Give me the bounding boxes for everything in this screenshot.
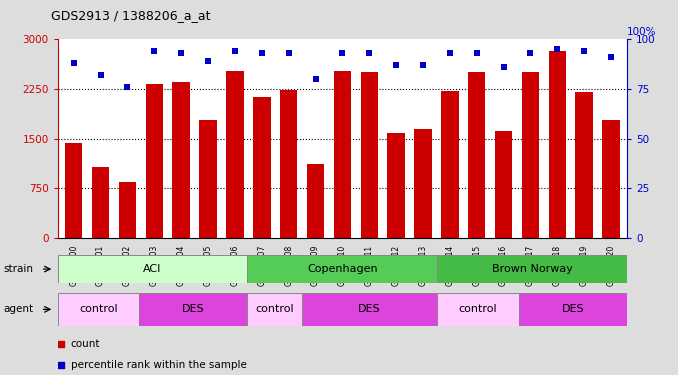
- Point: [230, 48, 241, 54]
- Bar: [247, 255, 437, 283]
- Point: [471, 50, 482, 56]
- Text: GDS2913 / 1388206_a_at: GDS2913 / 1388206_a_at: [51, 9, 210, 22]
- Point: [254, 288, 265, 294]
- Point: [444, 50, 455, 56]
- Bar: [139, 292, 247, 326]
- Bar: [172, 82, 190, 238]
- Bar: [58, 292, 139, 326]
- Bar: [441, 91, 458, 238]
- Text: Copenhagen: Copenhagen: [307, 264, 378, 274]
- Point: [391, 62, 401, 68]
- Bar: [437, 255, 627, 283]
- Bar: [468, 72, 485, 238]
- Point: [254, 104, 265, 110]
- Text: count: count: [71, 339, 100, 349]
- Point: [525, 50, 536, 56]
- Bar: [387, 133, 405, 238]
- Bar: [521, 72, 539, 238]
- Point: [283, 50, 294, 56]
- Bar: [576, 92, 593, 238]
- Point: [498, 64, 509, 70]
- Bar: [602, 120, 620, 238]
- Point: [605, 54, 616, 60]
- Text: control: control: [256, 304, 294, 314]
- Point: [418, 62, 428, 68]
- Bar: [306, 164, 324, 238]
- Text: DES: DES: [561, 304, 584, 314]
- Point: [364, 50, 375, 56]
- Point: [68, 60, 79, 66]
- Point: [149, 48, 160, 54]
- Bar: [58, 255, 247, 283]
- Text: agent: agent: [3, 304, 33, 314]
- Text: DES: DES: [182, 304, 205, 314]
- Point: [310, 76, 321, 82]
- Point: [95, 72, 106, 78]
- Text: strain: strain: [3, 264, 33, 274]
- Bar: [519, 292, 627, 326]
- Text: 100%: 100%: [627, 27, 657, 38]
- Text: percentile rank within the sample: percentile rank within the sample: [71, 360, 247, 369]
- Bar: [146, 84, 163, 238]
- Point: [552, 46, 563, 53]
- Bar: [334, 70, 351, 238]
- Bar: [92, 166, 109, 238]
- Text: ACI: ACI: [143, 264, 162, 274]
- Point: [256, 50, 267, 56]
- Point: [337, 50, 348, 56]
- Text: control: control: [459, 304, 497, 314]
- Text: Brown Norway: Brown Norway: [492, 264, 573, 274]
- Bar: [549, 51, 566, 238]
- Bar: [437, 292, 519, 326]
- Point: [176, 50, 186, 56]
- Point: [579, 48, 590, 54]
- Text: control: control: [79, 304, 117, 314]
- Text: DES: DES: [358, 304, 381, 314]
- Bar: [65, 143, 83, 238]
- Bar: [119, 182, 136, 238]
- Bar: [495, 131, 513, 238]
- Point: [203, 58, 214, 64]
- Bar: [361, 72, 378, 238]
- Bar: [247, 292, 302, 326]
- Bar: [280, 90, 298, 238]
- Bar: [302, 292, 437, 326]
- Point: [122, 84, 133, 90]
- Bar: [253, 97, 271, 238]
- Bar: [226, 71, 243, 238]
- Bar: [199, 120, 217, 238]
- Bar: [414, 129, 432, 238]
